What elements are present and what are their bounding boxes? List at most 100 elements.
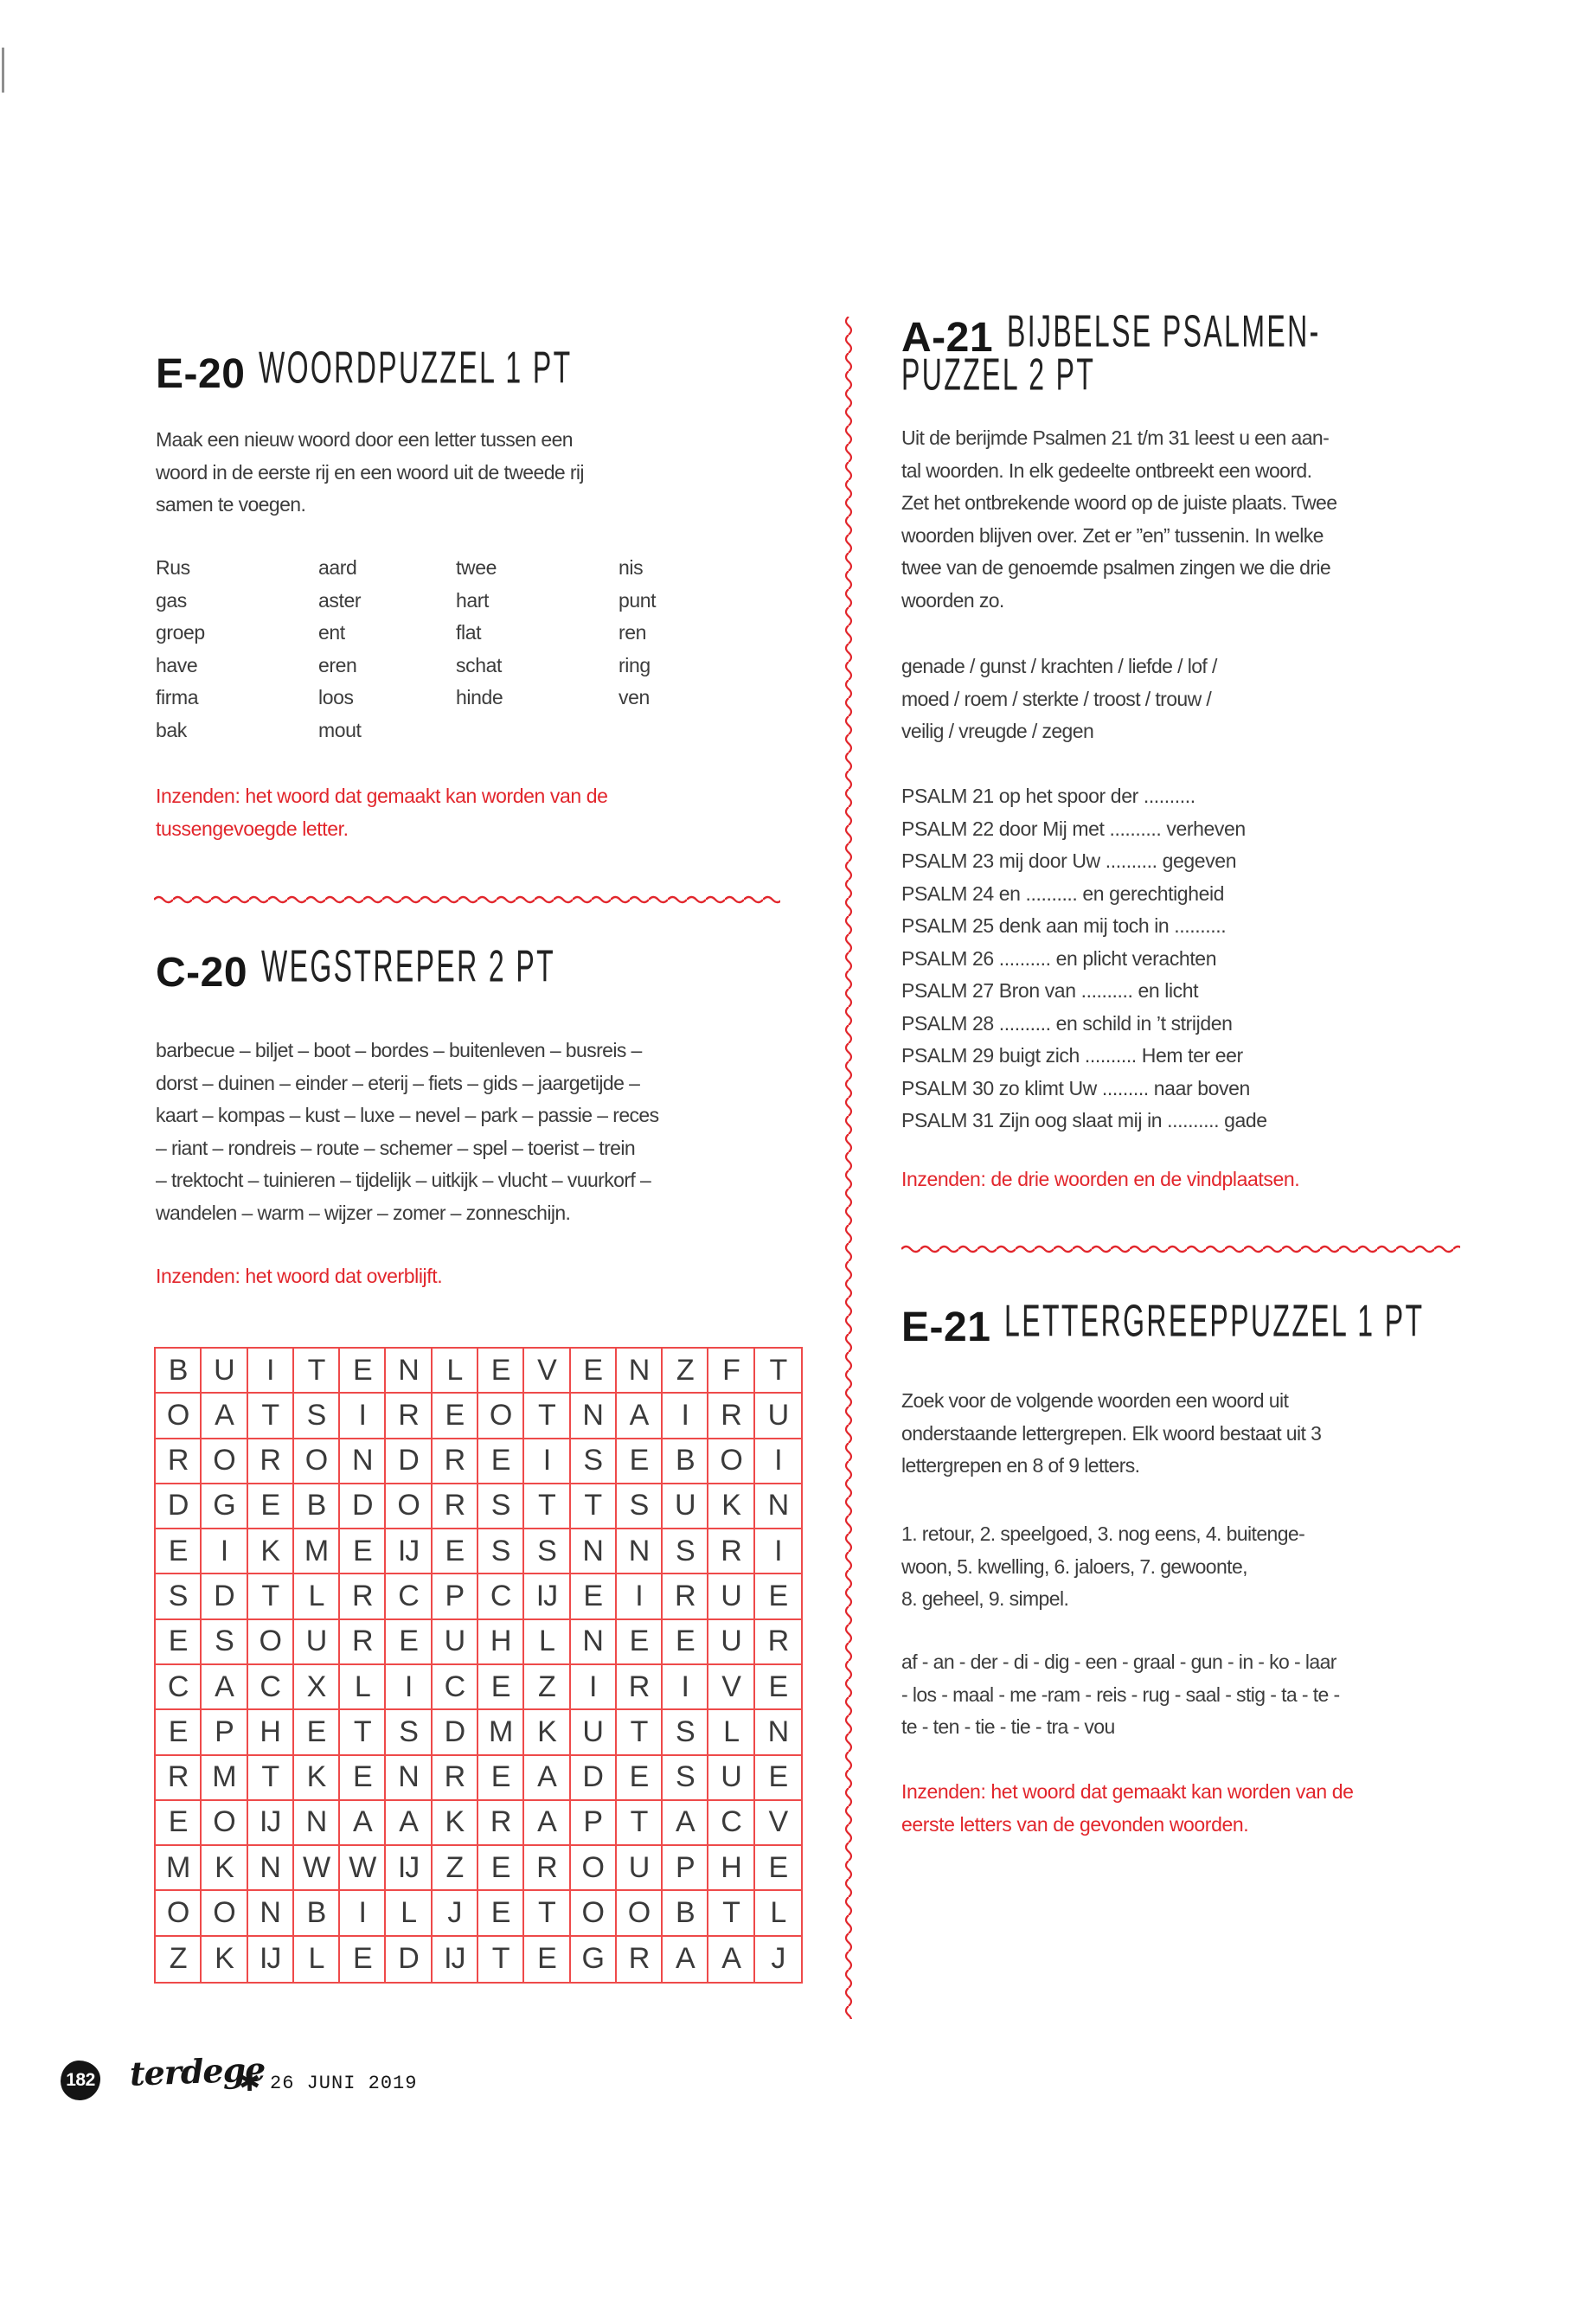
- grid-cell: M: [202, 1755, 248, 1801]
- c20-title: C-20 WEGSTREPER 2 PT: [156, 942, 629, 996]
- psalm-line: PSALM 26 .......... en plicht verachten: [901, 946, 1217, 970]
- e20-word-column: twee hart flat schat hinde: [456, 556, 503, 708]
- a21-title-text-line1: BIJBELSE PSALMEN-: [1007, 306, 1321, 357]
- grid-cell: E: [340, 1529, 387, 1575]
- grid-cell: R: [478, 1800, 525, 1847]
- psalm-line: PSALM 31 Zijn oog slaat mij in .........…: [901, 1109, 1267, 1131]
- grid-cell: E: [156, 1710, 202, 1756]
- grid-cell: N: [386, 1349, 433, 1394]
- grid-cell: S: [156, 1574, 202, 1620]
- grid-cell: N: [570, 1394, 617, 1439]
- grid-cell: E: [386, 1619, 433, 1665]
- page-number-badge: 182: [61, 2061, 100, 2100]
- grid-cell: C: [478, 1574, 525, 1620]
- c20-code: C-20: [156, 950, 248, 996]
- grid-cell: T: [524, 1891, 571, 1937]
- grid-cell: R: [432, 1484, 478, 1530]
- grid-cell: E: [478, 1349, 525, 1394]
- e21-clues: 1. retour, 2. speelgoed, 3. nog eens, 4.…: [901, 1522, 1305, 1610]
- grid-cell: IJ: [386, 1529, 433, 1575]
- grid-cell: A: [340, 1800, 387, 1847]
- e20-word-column: aard aster ent eren loos mout: [318, 556, 362, 741]
- grid-cell: M: [156, 1846, 202, 1892]
- e21-title: E-21 LETTERGREEPPUZZEL 1 PT: [901, 1297, 1529, 1349]
- grid-cell: E: [478, 1439, 525, 1484]
- grid-cell: R: [432, 1439, 478, 1484]
- grid-cell: T: [570, 1484, 617, 1530]
- psalm-line: PSALM 28 .......... en schild in ’t stri…: [901, 1011, 1233, 1035]
- grid-cell: L: [754, 1891, 801, 1937]
- e20-inzenden: Inzenden: het woord dat gemaakt kan word…: [156, 785, 608, 840]
- e21-inzenden: Inzenden: het woord dat gemaakt kan word…: [901, 1780, 1354, 1836]
- grid-cell: J: [771, 1942, 785, 1976]
- grid-cell: N: [293, 1800, 341, 1847]
- grid-cell: B: [156, 1349, 202, 1394]
- grid-cell: I: [340, 1891, 387, 1937]
- e20-word-column: Rus gas groep have firma bak: [156, 556, 205, 741]
- grid-cell: U: [293, 1619, 341, 1665]
- grid-cell: O: [708, 1439, 755, 1484]
- grid-cell: S: [663, 1529, 709, 1575]
- grid-cell: V: [524, 1349, 571, 1394]
- grid-cell: X: [293, 1664, 341, 1711]
- grid-cell: E: [432, 1394, 478, 1439]
- grid-cell: O: [247, 1619, 294, 1665]
- grid-cell: E: [616, 1755, 663, 1801]
- grid-cell: O: [202, 1439, 248, 1484]
- wavy-divider-right: [901, 1242, 1460, 1256]
- grid-cell: R: [708, 1394, 755, 1439]
- grid-cell: D: [156, 1484, 202, 1530]
- grid-cell: IJ: [433, 1936, 478, 1982]
- a21-intro: Uit de berijmde Psalmen 21 t/m 31 leest …: [901, 426, 1337, 612]
- grid-cell: E: [754, 1665, 801, 1711]
- grid-cell: Z: [663, 1349, 709, 1394]
- grid-cell: E: [478, 1846, 525, 1892]
- grid-cell: T: [247, 1574, 294, 1620]
- grid-cell: P: [663, 1846, 709, 1892]
- grid-cell: N: [340, 1439, 387, 1484]
- grid-cell: K: [524, 1710, 571, 1756]
- grid-cell: V: [708, 1664, 755, 1711]
- grid-cell: Z: [156, 1936, 202, 1982]
- grid-cell: S: [663, 1755, 709, 1801]
- grid-cell: E: [616, 1619, 663, 1665]
- grid-cell: E: [432, 1529, 478, 1575]
- grid-cell: U: [432, 1619, 478, 1665]
- grid-cell: N: [616, 1529, 663, 1575]
- grid-cell: R: [617, 1936, 663, 1982]
- grid-cell: E: [156, 1619, 202, 1665]
- grid-cell: U: [708, 1619, 755, 1665]
- grid-cell: I: [663, 1394, 709, 1439]
- grid-cell: R: [616, 1664, 663, 1711]
- grid-cell: S: [478, 1484, 525, 1530]
- grid-cell: H: [478, 1619, 525, 1665]
- grid-cell: K: [202, 1936, 248, 1982]
- grid-cell: C: [708, 1800, 755, 1847]
- e20-word-column: nis punt ren ring ven: [619, 556, 657, 708]
- grid-cell: E: [247, 1484, 294, 1530]
- grid-cell: I: [754, 1439, 801, 1484]
- grid-cell: N: [616, 1349, 663, 1394]
- grid-cell: N: [570, 1619, 617, 1665]
- grid-cell: W: [293, 1846, 341, 1892]
- e20-title-text: WOORDPUZZEL 1 PT: [259, 343, 573, 394]
- grid-cell: I: [754, 1529, 801, 1575]
- grid-cell: IJ: [248, 1936, 294, 1982]
- grid-cell: E: [293, 1710, 341, 1756]
- grid-cell: E: [570, 1574, 617, 1620]
- grid-cell: O: [616, 1891, 663, 1937]
- grid-cell: M: [478, 1710, 525, 1756]
- a21-title-text-line2: PUZZEL 2 PT: [901, 349, 1096, 401]
- grid-cell: I: [340, 1394, 387, 1439]
- grid-cell: D: [340, 1484, 387, 1530]
- grid-cell: O: [202, 1800, 248, 1847]
- grid-cell: B: [663, 1891, 709, 1937]
- grid-cell: A: [202, 1394, 248, 1439]
- grid-cell: T: [247, 1394, 294, 1439]
- wavy-divider-left: [154, 893, 780, 907]
- grid-cell: E: [478, 1891, 525, 1937]
- grid-cell: E: [340, 1349, 387, 1394]
- grid-cell: E: [570, 1349, 617, 1394]
- grid-cell: N: [754, 1484, 801, 1530]
- grid-cell: P: [570, 1800, 617, 1847]
